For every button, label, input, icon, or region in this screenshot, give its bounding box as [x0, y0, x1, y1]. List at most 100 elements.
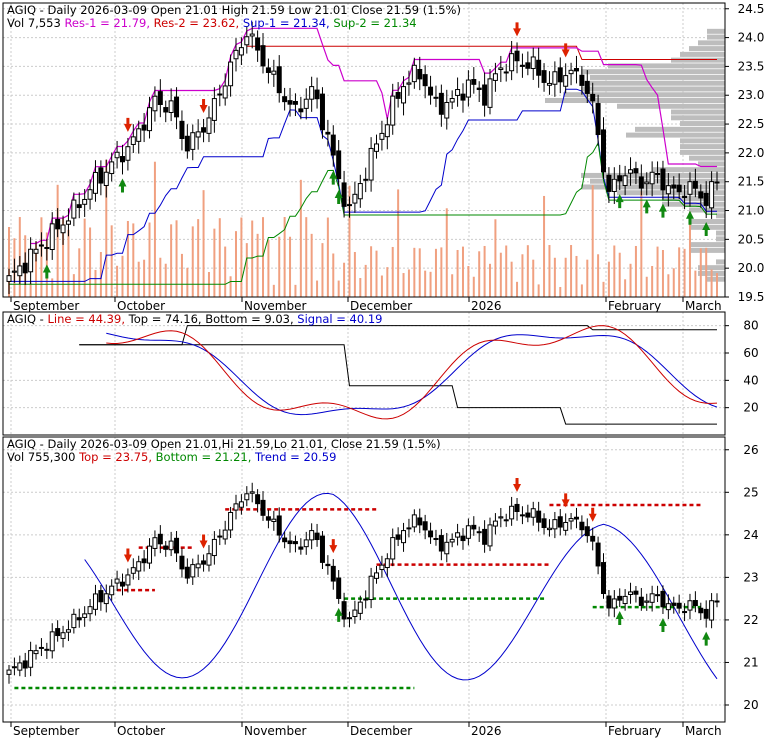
header-line: AGIQ - Daily 2026-03-09 Open 21.01,Hi 21… — [7, 437, 441, 451]
buy-arrow — [615, 194, 624, 209]
volume-bar — [618, 252, 621, 297]
volume-profile-bar — [653, 167, 725, 173]
candle-body — [660, 168, 666, 191]
volume-bar — [218, 218, 221, 297]
candle-body — [147, 107, 153, 132]
candle-body — [346, 617, 352, 620]
volume-bar — [586, 259, 589, 297]
osc-grid: 20 40 60 80 — [3, 312, 759, 435]
candle-body — [617, 175, 623, 182]
volume-bar — [526, 245, 529, 297]
volume-bar — [353, 251, 356, 297]
candle-body — [298, 546, 304, 550]
candle-body — [465, 525, 471, 539]
candle-body — [17, 265, 23, 277]
candle-body — [422, 521, 428, 531]
volume-bar — [267, 239, 270, 297]
candle-body — [49, 223, 55, 250]
candle-body — [465, 79, 471, 98]
candle-body — [11, 666, 17, 669]
candle-body — [444, 101, 450, 119]
candle-body — [622, 595, 628, 605]
candle-body — [644, 181, 650, 185]
price-candles — [6, 21, 720, 295]
candle-body — [455, 532, 461, 538]
header-line: AGIQ - Line = 44.39, Top = 74.16, Bottom… — [7, 312, 382, 326]
candle-body — [692, 180, 698, 189]
volume-bar — [213, 228, 216, 297]
candle-body — [195, 131, 201, 138]
candle-body — [536, 59, 542, 76]
candle-body — [584, 80, 590, 94]
candle-body — [395, 91, 401, 99]
candle-body — [557, 67, 563, 83]
buy-arrow — [702, 222, 711, 237]
volume-bar — [321, 243, 324, 297]
candle-body — [211, 98, 217, 121]
trend-header: AGIQ - Daily 2026-03-09 Open 21.01,Hi 21… — [7, 437, 441, 464]
candle-body — [206, 117, 212, 134]
candle-body — [71, 199, 77, 219]
candle-body — [638, 596, 644, 606]
candle-body — [222, 529, 228, 540]
candle-body — [130, 567, 136, 574]
header-line: Vol 755,300 Top = 23.75, Bottom = 21.21,… — [7, 450, 336, 464]
volume-profile-bar — [689, 155, 725, 161]
y-tick-label: 20 — [743, 698, 758, 712]
volume-bar — [224, 246, 227, 297]
volume-bar — [413, 247, 416, 297]
header-segment: Top = 74.16, — [128, 312, 206, 326]
candle-body — [136, 561, 142, 572]
sell-arrow — [329, 539, 338, 554]
volume-bar — [175, 220, 178, 297]
candle-body — [33, 248, 39, 254]
header-segment: Vol 7,553 — [7, 16, 64, 30]
sell-arrow — [123, 548, 132, 563]
volume-bar — [575, 255, 578, 297]
volume-bar — [499, 252, 502, 297]
candle-body — [217, 535, 223, 538]
volume-bar — [678, 247, 681, 297]
candle-body — [546, 527, 552, 531]
volume-bar — [143, 259, 146, 297]
candle-body — [503, 519, 509, 522]
candle-body — [606, 174, 612, 192]
header-segment: Bottom = 9.03, — [205, 312, 297, 326]
candle-body — [449, 538, 455, 543]
candle-body — [503, 71, 509, 74]
candle-body — [698, 191, 704, 199]
volume-profile-bar — [608, 63, 725, 69]
candle-body — [682, 195, 688, 199]
sell-arrow — [513, 477, 522, 492]
sup-2-line — [9, 141, 717, 285]
candle-body — [411, 514, 417, 528]
sell-arrow — [561, 493, 570, 508]
volume-profile-bar — [617, 103, 725, 109]
price-grid: 19.5 20.0 20.5 21.0 21.5 22.0 22.5 23.0 23.5 24.0… — [3, 2, 764, 304]
candle-body — [384, 558, 390, 569]
header-segment: AGIQ - Daily 2026-03-09 Open 21.01 High … — [7, 3, 461, 17]
candle-body — [325, 563, 331, 567]
candle-body — [671, 602, 677, 606]
volume-profile-bar — [590, 74, 725, 80]
candle-body — [76, 617, 82, 621]
candle-body — [22, 262, 28, 274]
volume-bar — [153, 161, 156, 297]
candle-body — [309, 86, 315, 100]
volume-bar — [634, 245, 637, 297]
x-tick-label: October — [117, 724, 165, 738]
volume-profile-bar — [635, 126, 725, 132]
candle-body — [633, 590, 639, 595]
candle-body — [471, 524, 477, 530]
volume-bar — [391, 246, 394, 297]
y-tick-label: 19.5 — [738, 290, 765, 304]
candle-body — [103, 171, 109, 187]
x-tick-label: March — [685, 299, 722, 313]
candle-body — [287, 540, 293, 545]
candle-body — [519, 514, 525, 517]
y-tick-label: 24 — [743, 528, 758, 542]
candle-body — [44, 246, 50, 249]
candle-body — [428, 530, 434, 538]
volume-bar — [234, 231, 237, 297]
